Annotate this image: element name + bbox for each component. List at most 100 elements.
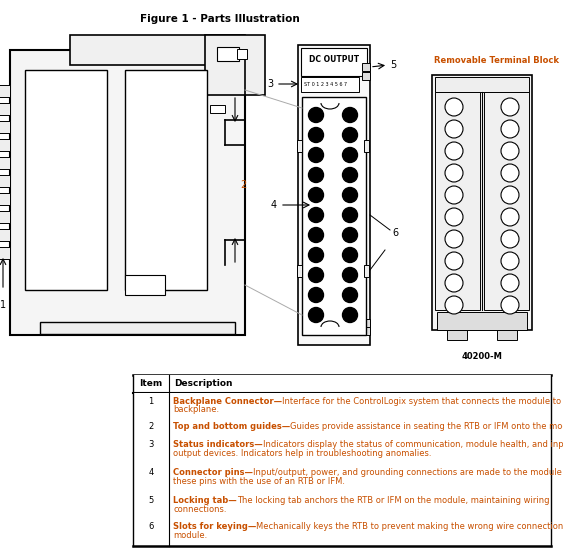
Text: 5: 5 bbox=[390, 60, 396, 70]
Bar bbox=[0, 211, 10, 223]
Bar bbox=[297, 265, 302, 277]
Bar bbox=[362, 63, 370, 71]
Circle shape bbox=[501, 142, 519, 160]
Circle shape bbox=[501, 252, 519, 270]
Bar bbox=[125, 275, 165, 295]
Bar bbox=[133, 492, 169, 518]
Circle shape bbox=[342, 248, 358, 263]
Bar bbox=[169, 418, 551, 436]
Circle shape bbox=[342, 168, 358, 183]
Bar bbox=[432, 75, 532, 330]
Bar bbox=[237, 49, 247, 59]
Text: Status indicators—: Status indicators— bbox=[173, 440, 263, 449]
Bar bbox=[497, 330, 517, 340]
Bar bbox=[437, 312, 527, 330]
Bar bbox=[0, 103, 10, 115]
Circle shape bbox=[445, 296, 463, 314]
Bar bbox=[169, 375, 551, 393]
Text: 40200-M: 40200-M bbox=[462, 352, 502, 361]
Bar bbox=[217, 47, 239, 61]
Bar bbox=[435, 92, 480, 310]
Circle shape bbox=[309, 268, 324, 282]
Bar bbox=[0, 85, 10, 97]
Circle shape bbox=[445, 208, 463, 226]
Text: 6: 6 bbox=[148, 522, 154, 531]
Bar bbox=[133, 436, 169, 464]
Text: 4: 4 bbox=[271, 200, 277, 210]
Bar bbox=[70, 35, 245, 65]
Circle shape bbox=[309, 307, 324, 322]
Text: ST 0 1 2 3 4 5 6 7: ST 0 1 2 3 4 5 6 7 bbox=[304, 82, 347, 87]
Bar bbox=[362, 72, 370, 80]
Bar bbox=[210, 105, 225, 113]
Circle shape bbox=[342, 228, 358, 243]
Bar bbox=[133, 518, 169, 546]
Text: Interface for the ControlLogix system that connects the module to the: Interface for the ControlLogix system th… bbox=[282, 397, 563, 406]
Text: 3: 3 bbox=[148, 440, 154, 449]
Bar bbox=[297, 140, 302, 152]
Text: 4: 4 bbox=[149, 468, 154, 477]
Bar bbox=[0, 229, 10, 241]
Circle shape bbox=[309, 168, 324, 183]
Circle shape bbox=[445, 142, 463, 160]
Circle shape bbox=[445, 120, 463, 138]
Text: Top and bottom guides—: Top and bottom guides— bbox=[173, 422, 291, 431]
Text: 6: 6 bbox=[392, 228, 398, 238]
Circle shape bbox=[501, 230, 519, 248]
Bar bbox=[169, 464, 551, 492]
Circle shape bbox=[501, 208, 519, 226]
Circle shape bbox=[309, 148, 324, 163]
Bar bbox=[169, 492, 551, 518]
Circle shape bbox=[501, 186, 519, 204]
Circle shape bbox=[445, 186, 463, 204]
Text: Removable Terminal Block: Removable Terminal Block bbox=[434, 56, 559, 65]
Text: 3: 3 bbox=[267, 79, 273, 89]
Text: these pins with the use of an RTB or IFM.: these pins with the use of an RTB or IFM… bbox=[173, 477, 345, 486]
Bar bbox=[133, 375, 169, 393]
Bar bbox=[362, 327, 370, 335]
Circle shape bbox=[309, 208, 324, 223]
Circle shape bbox=[342, 128, 358, 143]
Circle shape bbox=[501, 296, 519, 314]
Bar bbox=[301, 48, 367, 76]
Bar bbox=[205, 35, 265, 95]
Bar bbox=[364, 140, 369, 152]
Text: 2: 2 bbox=[149, 422, 154, 431]
Bar bbox=[169, 518, 551, 546]
Text: connections.: connections. bbox=[173, 504, 226, 513]
Text: 1: 1 bbox=[0, 300, 6, 310]
Bar bbox=[484, 92, 529, 310]
Circle shape bbox=[342, 108, 358, 123]
Bar bbox=[301, 77, 359, 92]
Text: Item: Item bbox=[140, 380, 163, 388]
Text: The locking tab anchors the RTB or IFM on the module, maintaining wiring: The locking tab anchors the RTB or IFM o… bbox=[237, 496, 549, 505]
Bar bbox=[298, 45, 370, 345]
Circle shape bbox=[342, 287, 358, 302]
Text: DC OUTPUT: DC OUTPUT bbox=[309, 55, 359, 64]
Bar bbox=[0, 247, 10, 259]
Text: Mechanically keys the RTB to prevent making the wrong wire connections to your: Mechanically keys the RTB to prevent mak… bbox=[256, 522, 563, 531]
Bar bbox=[364, 265, 369, 277]
Bar bbox=[0, 193, 10, 205]
Circle shape bbox=[342, 208, 358, 223]
Circle shape bbox=[445, 98, 463, 116]
Bar bbox=[169, 393, 551, 418]
Bar bbox=[447, 330, 467, 340]
Circle shape bbox=[501, 120, 519, 138]
Text: Figure 1 - Parts Illustration: Figure 1 - Parts Illustration bbox=[140, 14, 300, 24]
Text: Locking tab—: Locking tab— bbox=[173, 496, 237, 505]
Circle shape bbox=[309, 188, 324, 203]
Text: backplane.: backplane. bbox=[173, 406, 219, 415]
Circle shape bbox=[445, 274, 463, 292]
Bar bbox=[169, 436, 551, 464]
Text: Slots for keying—: Slots for keying— bbox=[173, 522, 256, 531]
Bar bbox=[125, 70, 207, 290]
Text: 1: 1 bbox=[149, 397, 154, 406]
Text: Indicators display the status of communication, module health, and input/: Indicators display the status of communi… bbox=[263, 440, 563, 449]
Circle shape bbox=[342, 188, 358, 203]
Bar bbox=[25, 70, 107, 290]
Text: Connector pins—: Connector pins— bbox=[173, 468, 253, 477]
Circle shape bbox=[501, 274, 519, 292]
Bar bbox=[40, 322, 235, 334]
Bar bbox=[0, 139, 10, 151]
